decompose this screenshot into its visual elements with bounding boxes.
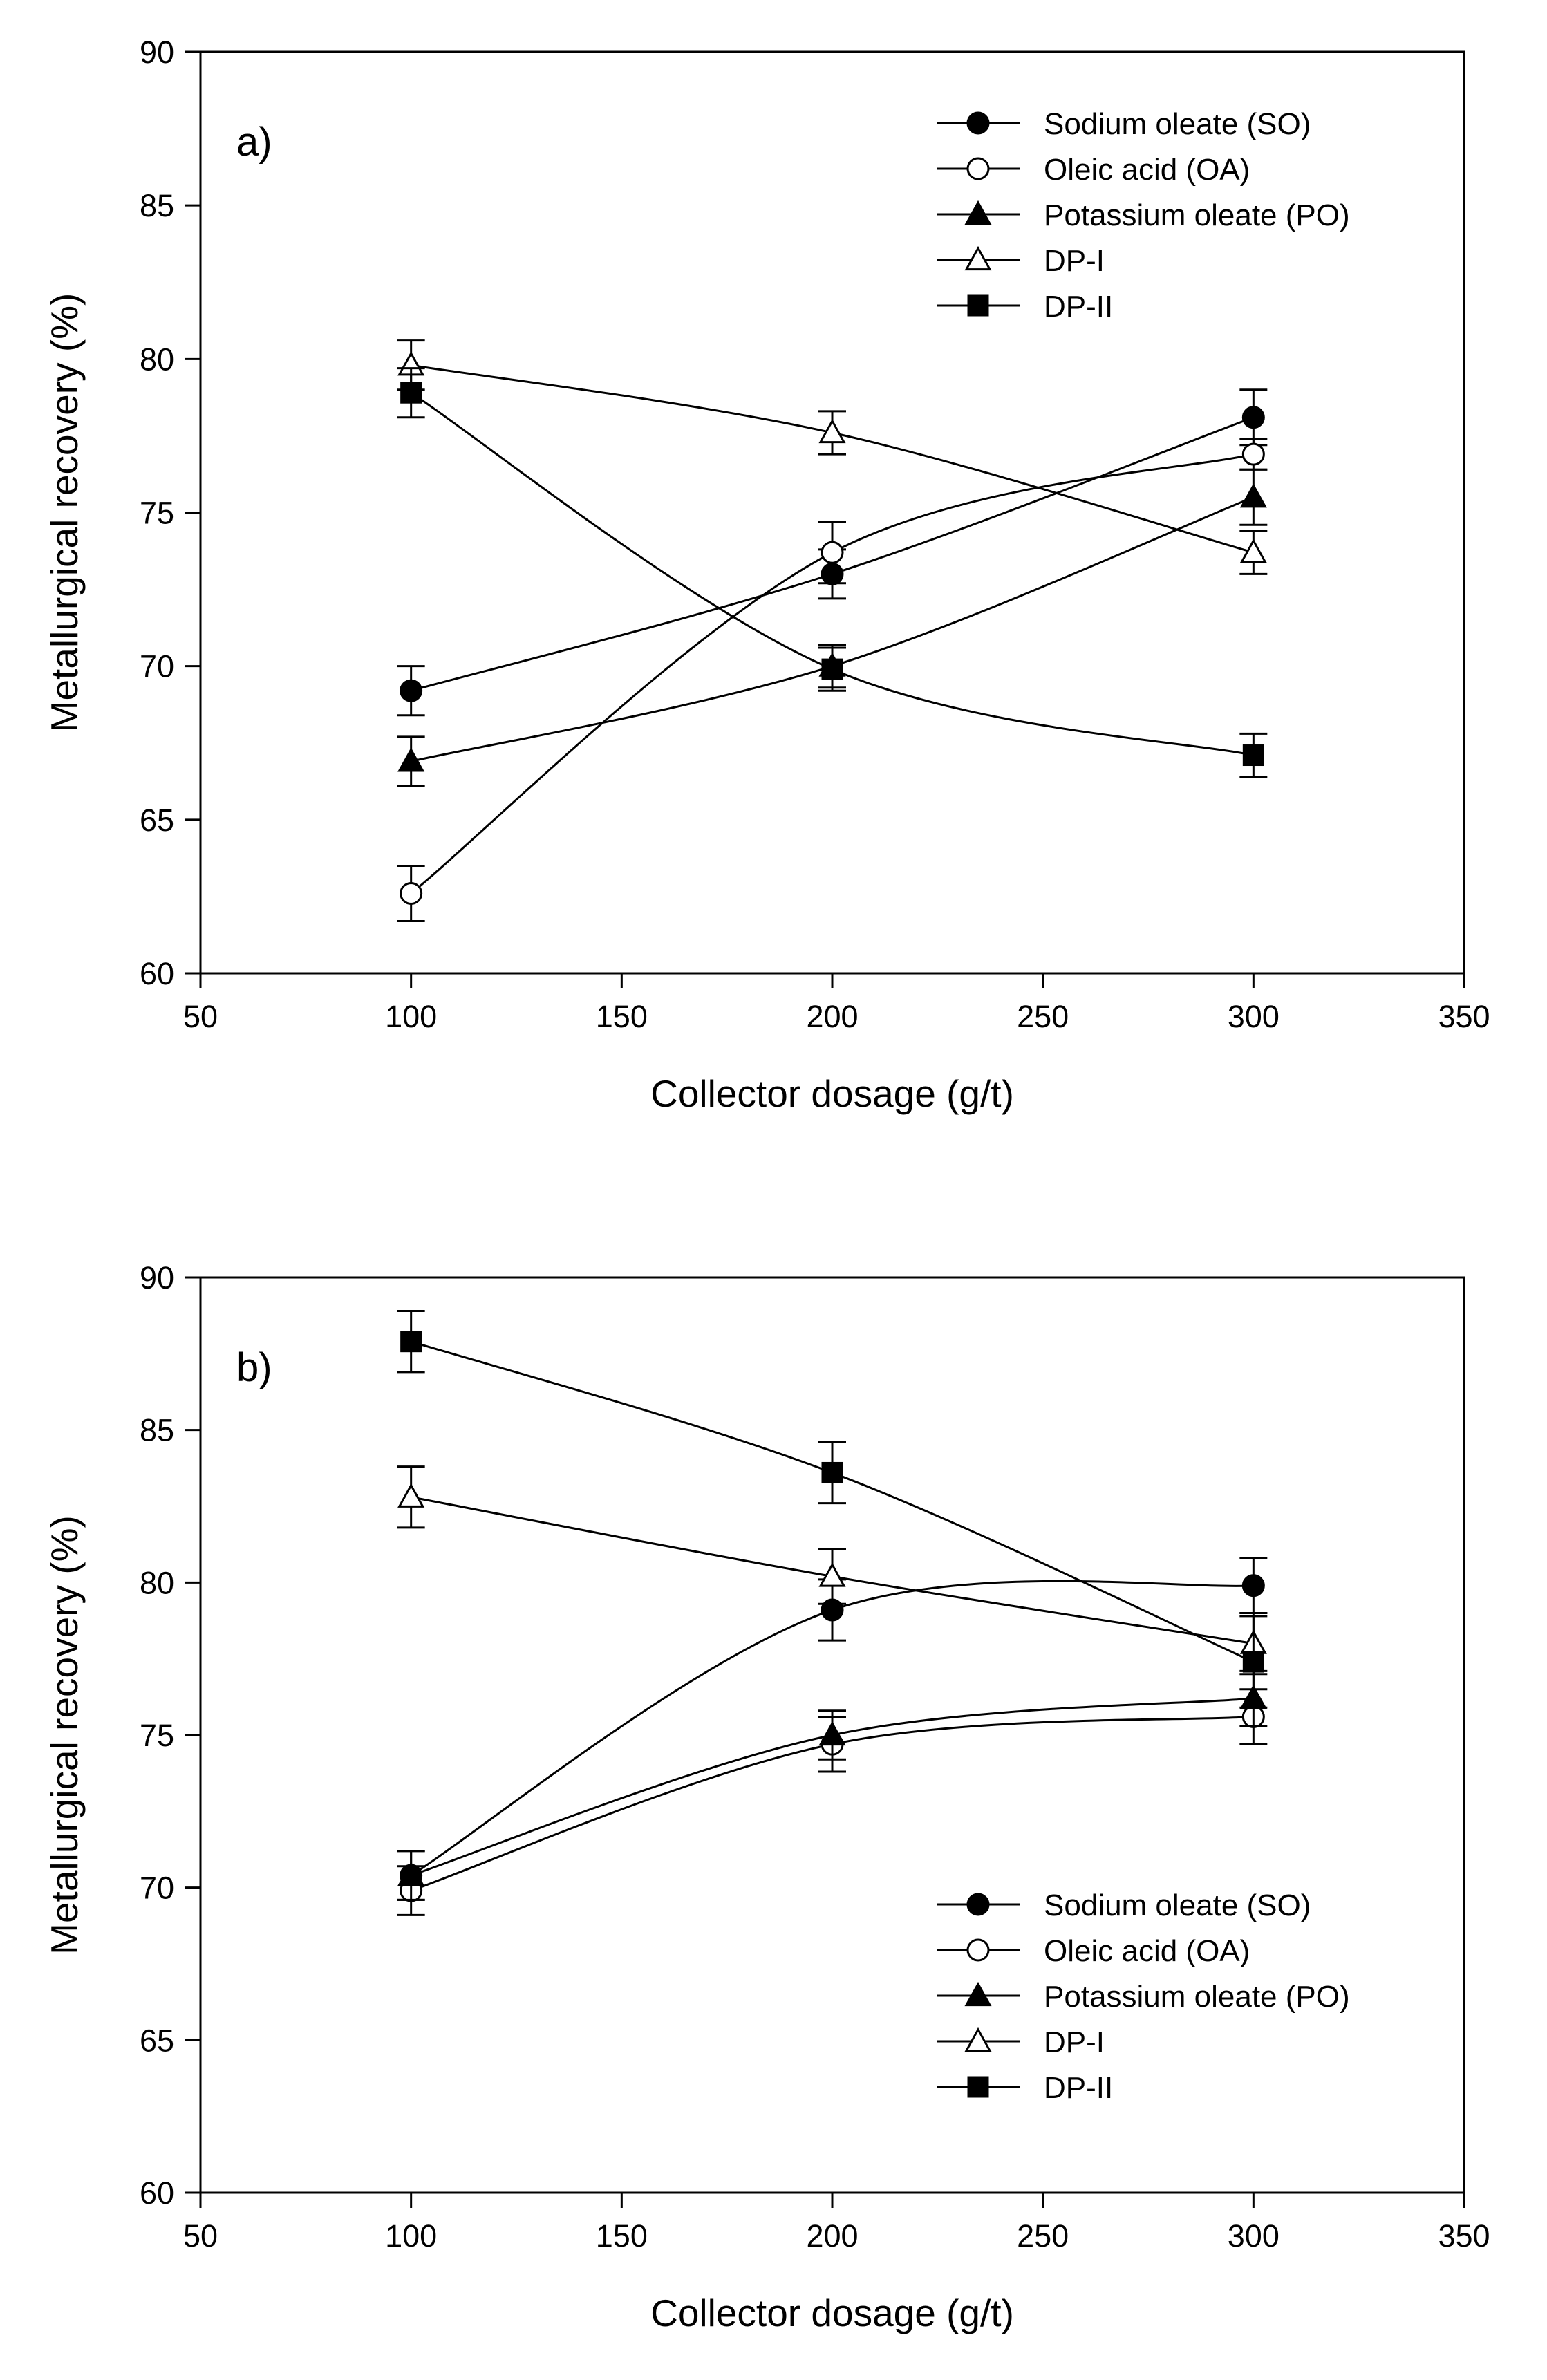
legend-entry: Sodium oleate (SO) (937, 1889, 1311, 1922)
legend-marker (966, 1893, 990, 1916)
data-point (1242, 744, 1264, 767)
legend-label: Sodium oleate (SO) (1044, 107, 1311, 141)
x-tick-label: 100 (385, 999, 437, 1034)
y-tick-label: 70 (140, 649, 174, 684)
y-tick-label: 80 (140, 341, 174, 377)
data-point (1239, 483, 1267, 508)
legend-label: Potassium oleate (PO) (1044, 1980, 1350, 2014)
y-tick-label: 60 (140, 2175, 174, 2211)
x-axis-title: Collector dosage (g/t) (650, 2292, 1014, 2334)
chart-panel-a: 50 100 150 200 250 300 350 60 65 70 75 80 85 90 Collec… (43, 35, 1490, 1115)
legend-marker (967, 294, 989, 317)
x-tick-label: 200 (806, 999, 858, 1034)
panel-label: b) (236, 1345, 272, 1390)
x-tick-label: 250 (1017, 999, 1069, 1034)
data-point (397, 747, 425, 772)
data-point (397, 1861, 425, 1886)
legend-entry: DP-I (937, 244, 1105, 278)
y-tick-label: 80 (140, 1565, 174, 1600)
y-tick-label: 65 (140, 2023, 174, 2058)
data-point (400, 382, 422, 404)
x-tick-label: 350 (1438, 999, 1490, 1034)
legend-label: DP-I (1044, 2025, 1105, 2059)
series-dp-ii (397, 367, 1268, 778)
legend-label: DP-II (1044, 290, 1113, 324)
legend-marker (964, 245, 992, 271)
data-point (400, 679, 423, 702)
panel-label: a) (236, 120, 272, 165)
legend-label: DP-II (1044, 2071, 1113, 2105)
legend-label: DP-I (1044, 244, 1105, 278)
y-tick-label: 90 (140, 35, 174, 70)
data-point (400, 1331, 422, 1353)
legend-marker (966, 157, 990, 180)
data-point (1241, 1574, 1265, 1597)
x-tick-label: 50 (183, 999, 218, 1034)
y-tick-label: 90 (140, 1260, 174, 1295)
y-tick-label: 85 (140, 188, 174, 223)
data-point (818, 1721, 846, 1746)
data-point (400, 881, 423, 905)
data-point (1241, 406, 1265, 429)
x-tick-label: 200 (806, 2218, 858, 2253)
chart-panel-b: 50 100 150 200 250 300 350 60 65 70 75 80 85 90 Collec… (43, 1260, 1490, 2334)
y-axis-title: Metallurgical recovery (%) (43, 293, 86, 733)
data-point (821, 1461, 843, 1483)
x-tick-label: 300 (1228, 999, 1279, 1034)
legend-entry: DP-I (937, 2025, 1105, 2059)
x-axis-title: Collector dosage (g/t) (650, 1072, 1014, 1115)
data-point (1239, 538, 1267, 563)
legend-marker (966, 1938, 990, 1962)
legend-label: Sodium oleate (SO) (1044, 1889, 1311, 1922)
series-potassium-oleate-po (397, 1669, 1268, 1901)
data-point (397, 1483, 425, 1508)
legend-marker (964, 2027, 992, 2052)
legend-entry: DP-II (937, 2071, 1113, 2105)
legend-label: Oleic acid (OA) (1044, 1934, 1250, 1968)
y-axis-title: Metallurgical recovery (%) (43, 1515, 86, 1955)
x-tick-label: 150 (596, 999, 648, 1034)
legend-marker (967, 2076, 989, 2098)
x-tick-label: 50 (183, 2218, 218, 2253)
legend-label: Oleic acid (OA) (1044, 153, 1250, 187)
data-point (821, 541, 844, 564)
legend-entry: Oleic acid (OA) (937, 1934, 1250, 1968)
data-point (1241, 442, 1265, 466)
legend-entry: DP-II (937, 290, 1113, 324)
y-tick-label: 60 (140, 956, 174, 991)
x-tick-label: 350 (1438, 2218, 1490, 2253)
plot-frame (199, 50, 1465, 975)
legend-entry: Potassium oleate (PO) (937, 1980, 1350, 2014)
series-oleic-acid-oa (397, 438, 1268, 922)
series-dp-ii (397, 1310, 1268, 1709)
data-point (818, 418, 846, 444)
y-tick-label: 85 (140, 1413, 174, 1448)
data-point (818, 1562, 846, 1587)
y-tick-label: 65 (140, 803, 174, 838)
legend-label: Potassium oleate (PO) (1044, 198, 1350, 232)
legend-marker (964, 200, 992, 225)
x-tick-label: 150 (596, 2218, 648, 2253)
legend-marker (966, 111, 990, 135)
data-point (1242, 1651, 1264, 1673)
legend-marker (964, 1981, 992, 2007)
y-tick-label: 75 (140, 1718, 174, 1753)
legend-entry: Potassium oleate (PO) (937, 198, 1350, 232)
data-point (821, 658, 843, 680)
legend-entry: Sodium oleate (SO) (937, 107, 1311, 141)
x-tick-label: 300 (1228, 2218, 1279, 2253)
y-tick-label: 75 (140, 496, 174, 531)
x-tick-label: 100 (385, 2218, 437, 2253)
legend-entry: Oleic acid (OA) (937, 153, 1250, 187)
series-dp-i (397, 1465, 1268, 1676)
y-tick-label: 70 (140, 1871, 174, 1906)
x-tick-label: 250 (1017, 2218, 1069, 2253)
